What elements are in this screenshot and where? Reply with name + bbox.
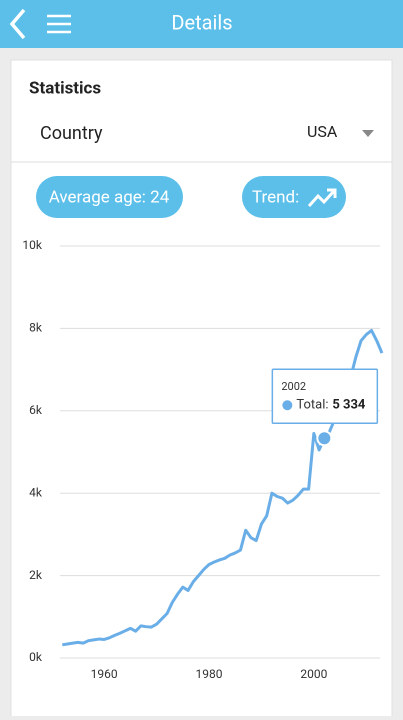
trend-text: Trend:	[252, 187, 299, 207]
header-title: Details	[171, 10, 232, 34]
menu-button[interactable]	[47, 14, 71, 34]
tooltip-marker	[282, 400, 293, 411]
tooltip-point	[316, 430, 333, 447]
x-tick-label: 2000	[300, 667, 327, 681]
y-tick-label: 4k	[29, 485, 43, 499]
tooltip-x: 2002	[281, 380, 306, 393]
dropdown-arrow	[362, 130, 374, 137]
y-tick-label: 2k	[29, 568, 43, 582]
section-title: Statistics	[29, 78, 101, 98]
tooltip: 2002 Total: 5 334	[271, 368, 379, 424]
tooltip-value: 5 334	[332, 398, 366, 413]
y-tick-label: 6k	[29, 403, 43, 417]
tooltip-name: Total:	[296, 398, 328, 413]
average-age-text: Average age: 24	[49, 187, 170, 207]
x-tick-label: 1980	[196, 667, 223, 681]
tooltip-box	[271, 368, 379, 424]
average-age-pill[interactable]	[36, 176, 183, 218]
country-label: Country	[40, 123, 103, 144]
back-button[interactable]	[9, 8, 26, 40]
country-dropdown[interactable]: USA	[307, 122, 374, 141]
x-tick-label: 1960	[91, 667, 118, 681]
y-tick-label: 8k	[29, 321, 43, 335]
y-tick-label: 10k	[22, 238, 42, 252]
y-tick-label: 0k	[29, 650, 43, 664]
country-value: USA	[307, 122, 338, 141]
chart: 0k 2k 4k 6k 8k 10k 1960 1980 2000 2002 Total: 5 334	[22, 238, 384, 681]
trend-pill[interactable]	[242, 176, 346, 218]
trend-icon	[307, 188, 337, 208]
